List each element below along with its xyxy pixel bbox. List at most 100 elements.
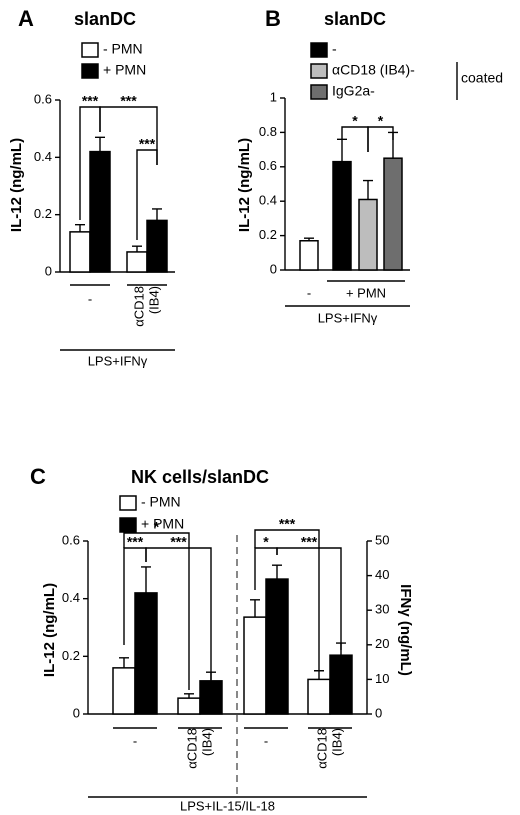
group-label: LPS+IFNγ bbox=[88, 353, 148, 368]
significance-bracket bbox=[145, 547, 212, 680]
legend-label: - bbox=[332, 41, 337, 57]
significance-label: *** bbox=[120, 93, 137, 109]
y-tick-label: 0.4 bbox=[62, 590, 80, 605]
group-label: LPS+IFNγ bbox=[318, 310, 378, 325]
y-tick-label: 1 bbox=[270, 89, 277, 104]
legend-label: - PMN bbox=[103, 41, 143, 57]
bar bbox=[383, 157, 403, 271]
significance-label: *** bbox=[170, 534, 187, 550]
bar bbox=[69, 231, 91, 273]
x-tick-label: - bbox=[307, 285, 311, 300]
significance-label: *** bbox=[279, 516, 296, 532]
significance-bracket bbox=[276, 547, 342, 650]
error-bar bbox=[337, 138, 347, 162]
bar bbox=[134, 592, 158, 715]
y-tick-label: 0.2 bbox=[34, 206, 52, 221]
x-tick-label: + PMN bbox=[346, 285, 386, 300]
y2-tick-label: 30 bbox=[375, 602, 389, 617]
significance-label: *** bbox=[127, 534, 144, 550]
error-bar bbox=[272, 564, 282, 580]
group-label: LPS+IL-15/IL-18 bbox=[180, 798, 275, 813]
x-tick-label: αCD18 bbox=[184, 728, 199, 769]
y2-tick-label: 50 bbox=[375, 532, 389, 547]
x-tick-label: - bbox=[264, 733, 268, 748]
bar bbox=[332, 160, 352, 271]
error-bar bbox=[152, 208, 162, 221]
legend-swatch bbox=[310, 42, 328, 58]
significance-label: *** bbox=[301, 534, 318, 550]
y-tick-label: 0.6 bbox=[259, 158, 277, 173]
y-tick-label: 0.2 bbox=[259, 227, 277, 242]
legend-swatch bbox=[119, 517, 137, 533]
bar bbox=[177, 697, 201, 715]
legend-label: αCD18 (IB4)- bbox=[332, 62, 415, 78]
legend-swatch bbox=[119, 495, 137, 511]
bar bbox=[329, 654, 353, 715]
panel-title: NK cells/slanDC bbox=[131, 467, 269, 487]
error-bar bbox=[314, 670, 324, 680]
y-axis-label: IL-12 (ng/mL) bbox=[8, 138, 25, 232]
legend-label: - PMN bbox=[141, 494, 181, 510]
y-tick-label: 0 bbox=[45, 263, 52, 278]
panel-letter: C bbox=[30, 464, 46, 489]
significance-label: * bbox=[378, 113, 384, 129]
y2-tick-label: 0 bbox=[375, 705, 382, 720]
legend-note: coated bbox=[461, 70, 503, 86]
x-tick-label: αCD18 bbox=[314, 728, 329, 769]
legend-swatch bbox=[310, 84, 328, 100]
legend-swatch bbox=[310, 63, 328, 79]
error-bar bbox=[363, 179, 373, 200]
bar bbox=[89, 150, 111, 273]
panel-title: slanDC bbox=[324, 9, 386, 29]
bar bbox=[126, 251, 148, 273]
significance-label: *** bbox=[82, 93, 99, 109]
x-tick-label: αCD18 bbox=[131, 286, 146, 327]
panel-title: slanDC bbox=[74, 9, 136, 29]
y2-tick-label: 10 bbox=[375, 671, 389, 686]
y-axis-label: IL-12 (ng/mL) bbox=[41, 583, 58, 677]
error-bar bbox=[119, 657, 129, 668]
bar bbox=[299, 240, 319, 271]
bar bbox=[199, 680, 223, 715]
significance-bracket bbox=[367, 126, 394, 152]
y2-tick-label: 20 bbox=[375, 636, 389, 651]
legend-label: + PMN bbox=[141, 516, 184, 532]
error-bar bbox=[132, 245, 142, 252]
y-tick-label: 0.8 bbox=[259, 124, 277, 139]
y-tick-label: 0 bbox=[270, 261, 277, 276]
panel-letter: A bbox=[18, 6, 34, 31]
y2-tick-label: 40 bbox=[375, 567, 389, 582]
significance-bracket bbox=[136, 149, 158, 240]
significance-label: * bbox=[263, 534, 269, 550]
bar bbox=[358, 198, 378, 271]
bar bbox=[265, 578, 289, 715]
y-tick-label: 0.6 bbox=[34, 91, 52, 106]
significance-bracket bbox=[123, 532, 190, 690]
x-tick-label: (IB4) bbox=[146, 286, 161, 314]
bar bbox=[146, 219, 168, 273]
panel-letter: B bbox=[265, 6, 281, 31]
legend-label: + PMN bbox=[103, 62, 146, 78]
x-tick-label: (IB4) bbox=[199, 728, 214, 756]
bar bbox=[307, 678, 331, 715]
y-tick-label: 0.6 bbox=[62, 532, 80, 547]
error-bar bbox=[75, 224, 85, 232]
error-bar bbox=[141, 566, 151, 593]
x-tick-label: - bbox=[88, 291, 92, 306]
y-tick-label: 0.4 bbox=[34, 149, 52, 164]
y-axis-label: IL-12 (ng/mL) bbox=[236, 138, 253, 232]
y-tick-label: 0 bbox=[73, 705, 80, 720]
significance-bracket bbox=[99, 106, 158, 165]
x-tick-label: (IB4) bbox=[329, 728, 344, 756]
y-tick-label: 0.2 bbox=[62, 648, 80, 663]
bar bbox=[112, 667, 136, 715]
x-tick-label: - bbox=[133, 733, 137, 748]
legend-swatch bbox=[81, 42, 99, 58]
significance-bracket bbox=[254, 529, 320, 670]
legend-label: IgG2a- bbox=[332, 83, 375, 99]
significance-label: *** bbox=[139, 136, 156, 152]
bar bbox=[243, 616, 267, 715]
